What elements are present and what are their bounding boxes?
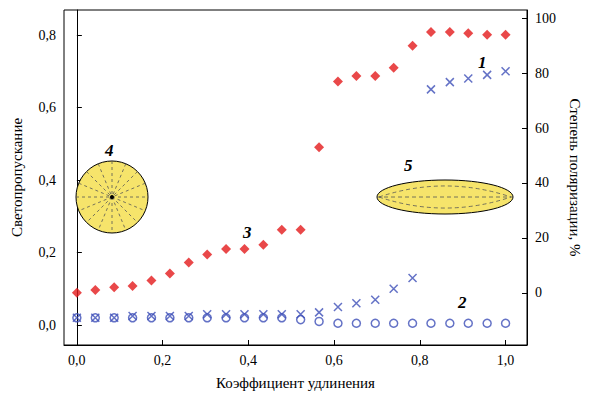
svg-text:0,4: 0,4 [240, 353, 257, 368]
svg-text:20: 20 [535, 230, 549, 245]
svg-text:0,8: 0,8 [411, 353, 429, 368]
svg-text:0,2: 0,2 [154, 353, 172, 368]
svg-text:40: 40 [535, 175, 549, 190]
svg-text:Светопропускание: Светопропускание [9, 118, 25, 238]
svg-text:5: 5 [404, 156, 413, 175]
svg-text:100: 100 [535, 11, 556, 26]
svg-text:1,0: 1,0 [497, 353, 515, 368]
svg-text:0: 0 [535, 285, 542, 300]
svg-text:0,8: 0,8 [39, 28, 57, 43]
svg-text:Степень поляризации, %: Степень поляризации, % [567, 98, 583, 256]
svg-text:0,0: 0,0 [68, 353, 86, 368]
svg-text:60: 60 [535, 121, 549, 136]
svg-text:1: 1 [478, 53, 487, 72]
svg-text:0,6: 0,6 [39, 100, 57, 115]
svg-text:0,0: 0,0 [39, 318, 57, 333]
svg-text:0,6: 0,6 [325, 353, 343, 368]
svg-text:0,2: 0,2 [39, 245, 57, 260]
svg-text:4: 4 [104, 141, 114, 160]
svg-text:Коэффициент удлинения: Коэффициент удлинения [216, 375, 375, 391]
svg-text:0,4: 0,4 [39, 173, 57, 188]
svg-text:3: 3 [242, 223, 252, 242]
svg-text:80: 80 [535, 66, 549, 81]
svg-text:2: 2 [457, 293, 467, 312]
